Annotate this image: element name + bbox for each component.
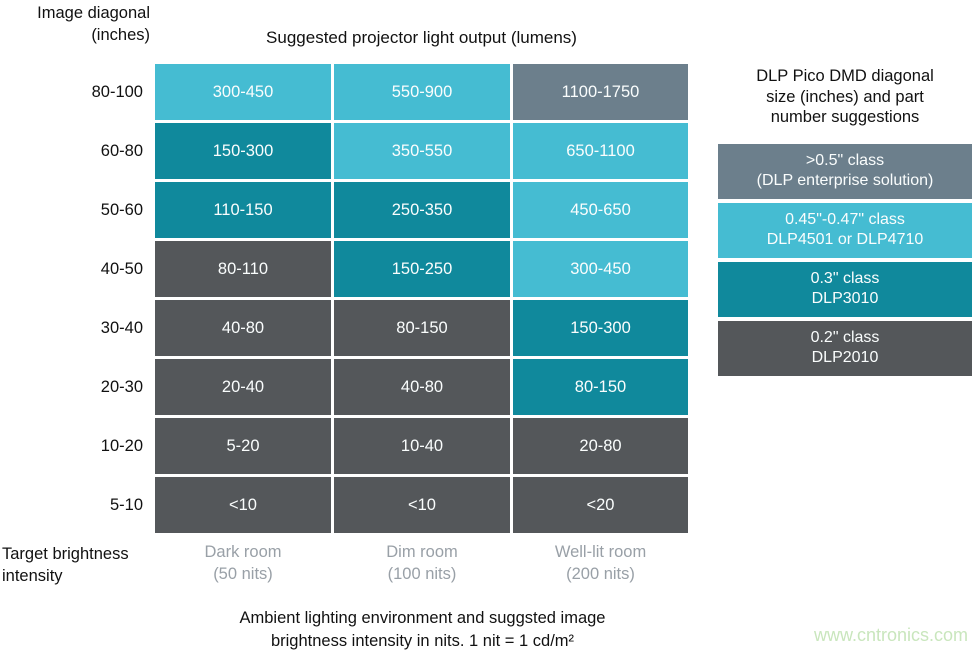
matrix-cell: 300-450 — [155, 64, 331, 120]
matrix-cell: 350-550 — [334, 123, 510, 179]
matrix-cell: 40-80 — [155, 300, 331, 356]
matrix-cell: 150-300 — [155, 123, 331, 179]
matrix-cell: 550-900 — [334, 64, 510, 120]
matrix-cell: 250-350 — [334, 182, 510, 238]
row-label: 40-50 — [100, 259, 143, 278]
legend-item: >0.5" class (DLP enterprise solution) — [718, 143, 972, 199]
matrix-cell: 40-80 — [334, 359, 510, 415]
matrix-cell: <10 — [334, 477, 510, 533]
legend-title: DLP Pico DMD diagonal size (inches) and … — [756, 67, 934, 127]
row-label: 30-40 — [100, 318, 143, 337]
matrix-cell: 80-150 — [334, 300, 510, 356]
footer-column-label: Well-lit room (200 nits) — [554, 543, 647, 584]
legend-item: 0.45"-0.47" class DLP4501 or DLP4710 — [718, 202, 972, 258]
matrix-cell: 110-150 — [155, 182, 331, 238]
row-label: 50-60 — [100, 200, 143, 219]
matrix-cell: 80-110 — [155, 241, 331, 297]
matrix-cell: 20-80 — [513, 418, 688, 474]
footer-column-label: Dim room (100 nits) — [386, 543, 458, 584]
legend-item: 0.2" class DLP2010 — [718, 320, 972, 376]
matrix-cell: 650-1100 — [513, 123, 688, 179]
col-axis-label: Target brightness intensity — [2, 545, 129, 586]
table-title: Suggested projector light output (lumens… — [266, 28, 577, 47]
matrix-cell: 80-150 — [513, 359, 688, 415]
row-label: 5-10 — [109, 495, 143, 514]
row-label: 10-20 — [100, 436, 143, 455]
matrix-cell: <20 — [513, 477, 688, 533]
dmd-legend: DLP Pico DMD diagonal size (inches) and … — [718, 66, 972, 380]
matrix-cell: 20-40 — [155, 359, 331, 415]
row-axis-label: Image diagonal (inches) — [37, 4, 150, 44]
caption: Ambient lighting environment and suggste… — [239, 609, 606, 651]
legend-item: 0.3" class DLP3010 — [718, 261, 972, 317]
lumens-matrix: 300-450 550-900 1100-1750 150-300 350-55… — [155, 64, 688, 533]
row-label: 80-100 — [91, 82, 143, 101]
matrix-cell: 150-250 — [334, 241, 510, 297]
matrix-cell: <10 — [155, 477, 331, 533]
matrix-cell: 1100-1750 — [513, 64, 688, 120]
footer-column-label: Dark room (50 nits) — [204, 543, 282, 584]
matrix-cell: 5-20 — [155, 418, 331, 474]
matrix-cell: 450-650 — [513, 182, 688, 238]
matrix-cell: 300-450 — [513, 241, 688, 297]
row-label: 60-80 — [100, 141, 143, 160]
watermark: www.cntronics.com — [813, 625, 968, 645]
row-labels: 80-100 60-80 50-60 40-50 30-40 20-30 10-… — [0, 64, 143, 533]
matrix-cell: 10-40 — [334, 418, 510, 474]
footer-column-labels: Dark room (50 nits) Dim room (100 nits) … — [155, 541, 688, 586]
row-label: 20-30 — [100, 377, 143, 396]
matrix-cell: 150-300 — [513, 300, 688, 356]
